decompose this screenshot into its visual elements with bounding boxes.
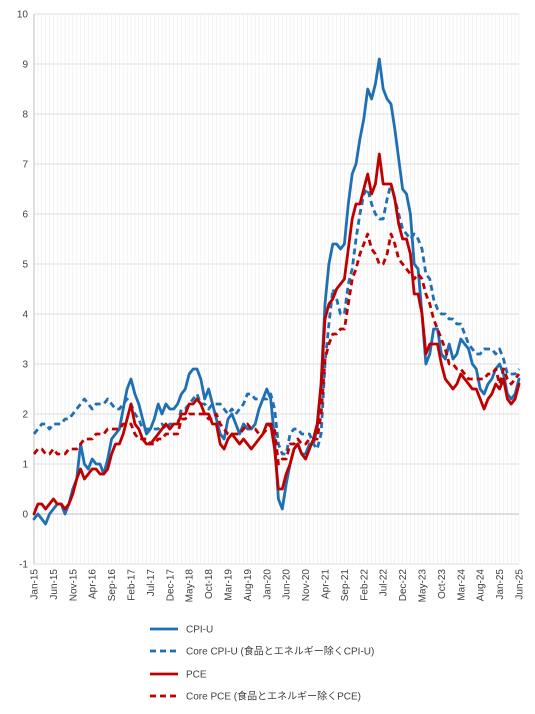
y-tick-label: 0	[22, 510, 28, 521]
x-tick-label: Jul-22	[379, 569, 390, 597]
series-line-2	[32, 182, 521, 456]
legend-label-4: Core PCE (食品とエネルギー除くPCE)	[186, 690, 361, 703]
x-tick-label: Oct-23	[437, 569, 448, 599]
x-tick-label: Feb-17	[127, 569, 138, 601]
gridlines	[33, 13, 520, 565]
x-axis-tick-labels: Jan-15 Jun-15 Nov-15 Apr-16 Sep-16 Feb-17 Jul-…	[30, 569, 526, 603]
x-tick-label: Aug-24	[476, 569, 487, 602]
legend-label-3: PCE	[186, 670, 207, 681]
x-tick-label: Sep-16	[107, 569, 118, 602]
y-tick-label: 4	[22, 310, 28, 321]
y-tick-label: 2	[22, 410, 28, 421]
y-tick-label: 6	[22, 210, 28, 221]
x-tick-label: Nov-15	[68, 569, 79, 602]
y-tick-label: 9	[22, 60, 28, 71]
y-axis-tick-labels: -1 0 1 2 3 4 5 6 7 8 9 10	[17, 10, 29, 571]
y-tick-label: 5	[22, 260, 28, 271]
series-line-3	[32, 152, 521, 516]
legend-label-2: Core CPI-U (食品とエネルギー除くCPI-U)	[186, 645, 374, 658]
y-tick-label: 3	[22, 360, 28, 371]
legend: CPI-U Core CPI-U (食品とエネルギー除くCPI-U) PCE Core…	[150, 625, 374, 703]
x-tick-label: Dec-22	[398, 569, 409, 602]
x-tick-label: Sep-21	[340, 569, 351, 602]
y-tick-label: -1	[19, 560, 28, 571]
axes	[33, 14, 519, 564]
series-line-4	[32, 232, 521, 466]
x-tick-label: Aug-19	[243, 569, 254, 602]
y-tick-label: 1	[22, 460, 28, 471]
y-tick-label: 7	[22, 160, 28, 171]
series-lines	[32, 57, 521, 526]
x-tick-label: Jan-25	[495, 569, 506, 600]
x-tick-label: Feb-22	[359, 569, 370, 601]
x-tick-label: Nov-20	[301, 569, 312, 602]
x-tick-label: Oct-18	[204, 569, 215, 599]
x-tick-label: Dec-17	[165, 569, 176, 602]
y-tick-label: 8	[22, 110, 28, 121]
x-tick-label: Jan-20	[262, 569, 273, 600]
x-tick-label: Apr-21	[321, 569, 332, 599]
x-tick-label: May-18	[185, 569, 196, 603]
x-tick-label: Mar-24	[456, 569, 467, 601]
x-tick-label: Jun-15	[49, 569, 60, 600]
x-tick-label: Apr-16	[88, 569, 99, 599]
y-tick-label: 10	[17, 10, 29, 21]
legend-label-1: CPI-U	[186, 625, 213, 636]
x-tick-label: Jun-25	[515, 569, 526, 600]
x-tick-label: Jan-15	[30, 569, 41, 600]
x-tick-label: Mar-19	[224, 569, 235, 601]
x-tick-label: Jun-20	[282, 569, 293, 600]
x-tick-label: Jul-17	[146, 569, 157, 597]
x-tick-label: May-23	[418, 569, 429, 603]
